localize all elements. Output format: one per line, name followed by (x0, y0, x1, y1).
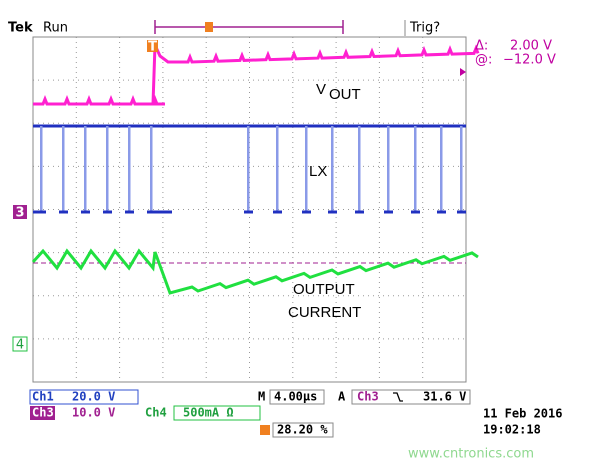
at-value: −12.0 V (503, 53, 556, 68)
position-flag (260, 425, 270, 435)
ch4-scale: 500mA Ω (183, 406, 234, 420)
time: 19:02:18 (483, 423, 541, 437)
graticule (33, 37, 466, 382)
lx-pulse (414, 126, 417, 212)
ch3-marker (13, 205, 27, 219)
ch1-box (29, 389, 139, 405)
ch3-box (30, 406, 55, 420)
brand: Tek (8, 21, 33, 36)
lx-pulse (460, 126, 463, 212)
ch1-name: Ch1 (32, 390, 54, 404)
run-status: Run (43, 21, 68, 36)
lx-trace (33, 124, 466, 214)
trigger-pos-flag (205, 22, 213, 32)
ch1-scale: 20.0 V (72, 390, 115, 404)
ch3-name: Ch3 (32, 406, 54, 420)
ch4-name: Ch4 (145, 406, 167, 420)
lx-pulse (387, 126, 390, 212)
position-box (272, 422, 334, 438)
timebase-box (269, 389, 325, 405)
lx-pulse (358, 126, 361, 212)
trigger-mode: A (338, 390, 346, 404)
at-label: @: (475, 53, 492, 68)
trigger-marker-label: T (148, 40, 157, 55)
ch4-marker (12, 336, 28, 352)
current-label-2: CURRENT (288, 304, 361, 321)
watermark: www.cntronics.com (408, 447, 534, 462)
lx-pulse (247, 126, 250, 212)
lx-pulse (305, 126, 308, 212)
record-bracket (154, 20, 344, 34)
ch3-marker-label: 3 (15, 206, 24, 221)
lx-pulse (128, 126, 131, 212)
trigger-state: Trig? (409, 21, 440, 36)
ch3-scale: 10.0 V (72, 406, 115, 420)
timebase-label: M (258, 390, 265, 404)
current-label-1: OUTPUT (293, 281, 355, 298)
delta-value: 2.00 V (510, 39, 552, 54)
cursor-arrow (460, 68, 466, 76)
lx-pulse (331, 126, 334, 212)
screen-border (32, 36, 467, 383)
timebase: 4.00µs (274, 390, 317, 404)
lx-pulse (276, 126, 279, 212)
lx-pulse (62, 126, 65, 212)
vout-trace (33, 44, 480, 106)
trigger-box (351, 389, 471, 405)
current-trace (31, 248, 479, 295)
lx-pulse (84, 126, 87, 212)
trigger-level: 31.6 V (423, 390, 466, 404)
position: 28.20 % (277, 423, 328, 437)
trigger-marker (147, 40, 158, 52)
delta-label: Δ: (475, 39, 488, 54)
vout-label: V (316, 81, 326, 98)
ch4-marker-label: 4 (16, 338, 24, 353)
date: 11 Feb 2016 (483, 407, 562, 421)
slope-icon (393, 392, 403, 402)
ch4-box (173, 405, 261, 421)
vout-sub: OUT (329, 86, 361, 103)
lx-pulse (440, 126, 443, 212)
lx-label: LX (309, 163, 327, 180)
lx-pulse (40, 126, 43, 212)
lx-pulse (106, 126, 109, 212)
lx-pulse (150, 126, 153, 212)
trigger-source: Ch3 (357, 390, 379, 404)
